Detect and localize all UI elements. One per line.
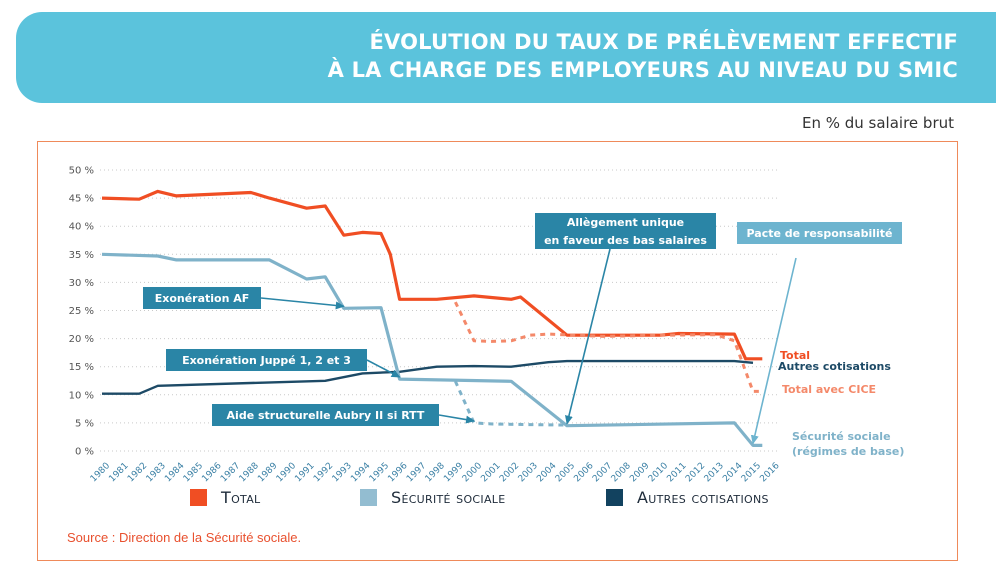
legend-item-total: Total (190, 486, 260, 508)
annotation-exoneration-af-text: Exonération AF (155, 292, 250, 305)
legend-swatch-securite (360, 488, 377, 506)
y-tick-label: 15 % (69, 362, 94, 373)
x-tick-label: 2007 (591, 461, 614, 484)
x-tick-label: 2005 (554, 461, 577, 484)
x-tick-label: 1987 (219, 461, 242, 484)
y-tick-label: 5 % (75, 418, 94, 429)
y-tick-label: 25 % (69, 306, 94, 317)
end-label-total: Total (780, 349, 810, 362)
annotation-juppe-text: Exonération Juppé 1, 2 et 3 (182, 354, 351, 367)
x-tick-label: 2001 (479, 461, 502, 484)
annotation-pacte-text: Pacte de responsabilité (747, 227, 893, 240)
end-label-securite-sub: (régimes de base) (792, 445, 904, 458)
x-tick-label: 2015 (740, 461, 763, 484)
annotation-exoneration-af-arrow (260, 297, 345, 310)
legend-item-securite: Sécurité sociale (360, 486, 505, 508)
x-tick-label: 2000 (461, 461, 484, 484)
title-banner (16, 12, 996, 103)
x-tick-label: 1995 (368, 461, 391, 484)
x-tick-label: 2002 (498, 461, 521, 484)
annotation-exoneration-af-box (143, 287, 261, 309)
x-tick-label: 1994 (349, 461, 372, 484)
x-tick-label: 1996 (386, 461, 409, 484)
x-tick-label: 2011 (665, 461, 688, 484)
chart-title-line-1: ÉVOLUTION DU TAUX DE PRÉLÈVEMENT EFFECTI… (369, 30, 958, 54)
x-tick-label: 2009 (628, 461, 651, 484)
x-tick-label: 1984 (163, 461, 186, 484)
series-securite-line (101, 252, 763, 447)
x-tick-label: 1985 (182, 461, 205, 484)
annotation-juppe-arrow (366, 359, 401, 378)
annotation-juppe-box (166, 349, 367, 371)
source-note: Source : Direction de la Sécurité social… (67, 530, 302, 545)
y-tick-label: 10 % (69, 390, 94, 401)
chart-frame (37, 141, 958, 561)
x-tick-label: 1982 (126, 461, 149, 484)
x-tick-label: 1990 (275, 461, 298, 484)
annotation-aubry-box (212, 404, 439, 426)
x-tick-label: 1992 (312, 461, 335, 484)
chart-title-line-2: À LA CHARGE DES EMPLOYEURS AU NIVEAU DU … (327, 58, 958, 82)
annotation-pacte-arrow (750, 257, 797, 445)
x-tick-label: 1980 (89, 461, 112, 484)
legend-label-securite: Sécurité sociale (391, 487, 506, 507)
y-tick-label: 45 % (69, 194, 94, 205)
end-label-cice: Total avec CICE (782, 383, 876, 396)
x-tick-label: 1989 (256, 461, 279, 484)
x-tick-label: 2004 (535, 461, 558, 484)
x-tick-label: 2010 (647, 461, 670, 484)
x-tick-label: 1999 (442, 461, 465, 484)
unit-label: En % du salaire brut (801, 114, 954, 132)
series-total-cice-line (454, 301, 763, 393)
x-tick-label: 1981 (107, 461, 130, 484)
y-tick-label: 0 % (75, 447, 94, 458)
x-tick-label: 2008 (610, 461, 633, 484)
end-label-autres: Autres cotisations (778, 360, 891, 373)
x-tick-label: 1983 (145, 461, 168, 484)
end-label-securite: Sécurité sociale (792, 430, 891, 443)
annotation-allegement-text: Allègement unique (567, 216, 684, 229)
x-tick-label: 1988 (238, 461, 261, 484)
y-tick-label: 50 % (69, 166, 94, 177)
legend-swatch-total (190, 488, 207, 506)
y-tick-label: 30 % (69, 278, 94, 289)
x-tick-label: 1993 (331, 461, 354, 484)
series-autres-line (102, 359, 754, 395)
x-tick-label: 2014 (721, 461, 744, 484)
legend-label-autres: Autres cotisations (637, 487, 769, 507)
annotation-allegement-arrow (565, 248, 611, 425)
x-tick-label: 2013 (703, 461, 726, 484)
x-tick-label: 1986 (200, 461, 223, 484)
x-tick-label: 1997 (405, 461, 428, 484)
x-tick-label: 1991 (293, 461, 316, 484)
y-tick-label: 20 % (69, 334, 94, 345)
legend-item-autres: Autres cotisations (606, 486, 769, 508)
annotation-aubry-text: Aide structurelle Aubry II si RTT (227, 409, 425, 422)
y-tick-label: 40 % (69, 222, 94, 233)
x-tick-label: 1998 (424, 461, 447, 484)
x-tick-label: 2003 (517, 461, 540, 484)
annotation-pacte-box (737, 222, 902, 244)
annotation-allegement-text: en faveur des bas salaires (544, 234, 707, 247)
y-tick-label: 35 % (69, 250, 94, 261)
legend-label-total: Total (221, 487, 261, 507)
x-tick-label: 2016 (758, 461, 781, 484)
annotation-aubry-arrow (438, 414, 475, 424)
annotation-allegement-box (535, 213, 716, 249)
x-tick-label: 2006 (572, 461, 595, 484)
x-tick-label: 2012 (684, 461, 707, 484)
series-securite-dashed-line (454, 380, 568, 427)
legend-swatch-autres (606, 488, 623, 506)
